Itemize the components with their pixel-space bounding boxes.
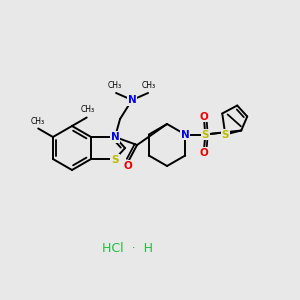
Text: O: O xyxy=(200,148,208,158)
Text: S: S xyxy=(202,130,209,140)
Text: S: S xyxy=(111,155,119,165)
Text: S: S xyxy=(221,130,229,140)
Text: CH₃: CH₃ xyxy=(108,81,122,90)
Text: O: O xyxy=(200,112,208,122)
Text: N: N xyxy=(111,132,119,142)
Text: CH₃: CH₃ xyxy=(81,106,95,115)
Text: CH₃: CH₃ xyxy=(142,81,156,90)
Text: HCl  ·  H: HCl · H xyxy=(103,242,154,254)
Text: N: N xyxy=(181,130,190,140)
Text: O: O xyxy=(124,161,132,171)
Text: N: N xyxy=(128,95,136,105)
Text: CH₃: CH₃ xyxy=(30,116,44,125)
